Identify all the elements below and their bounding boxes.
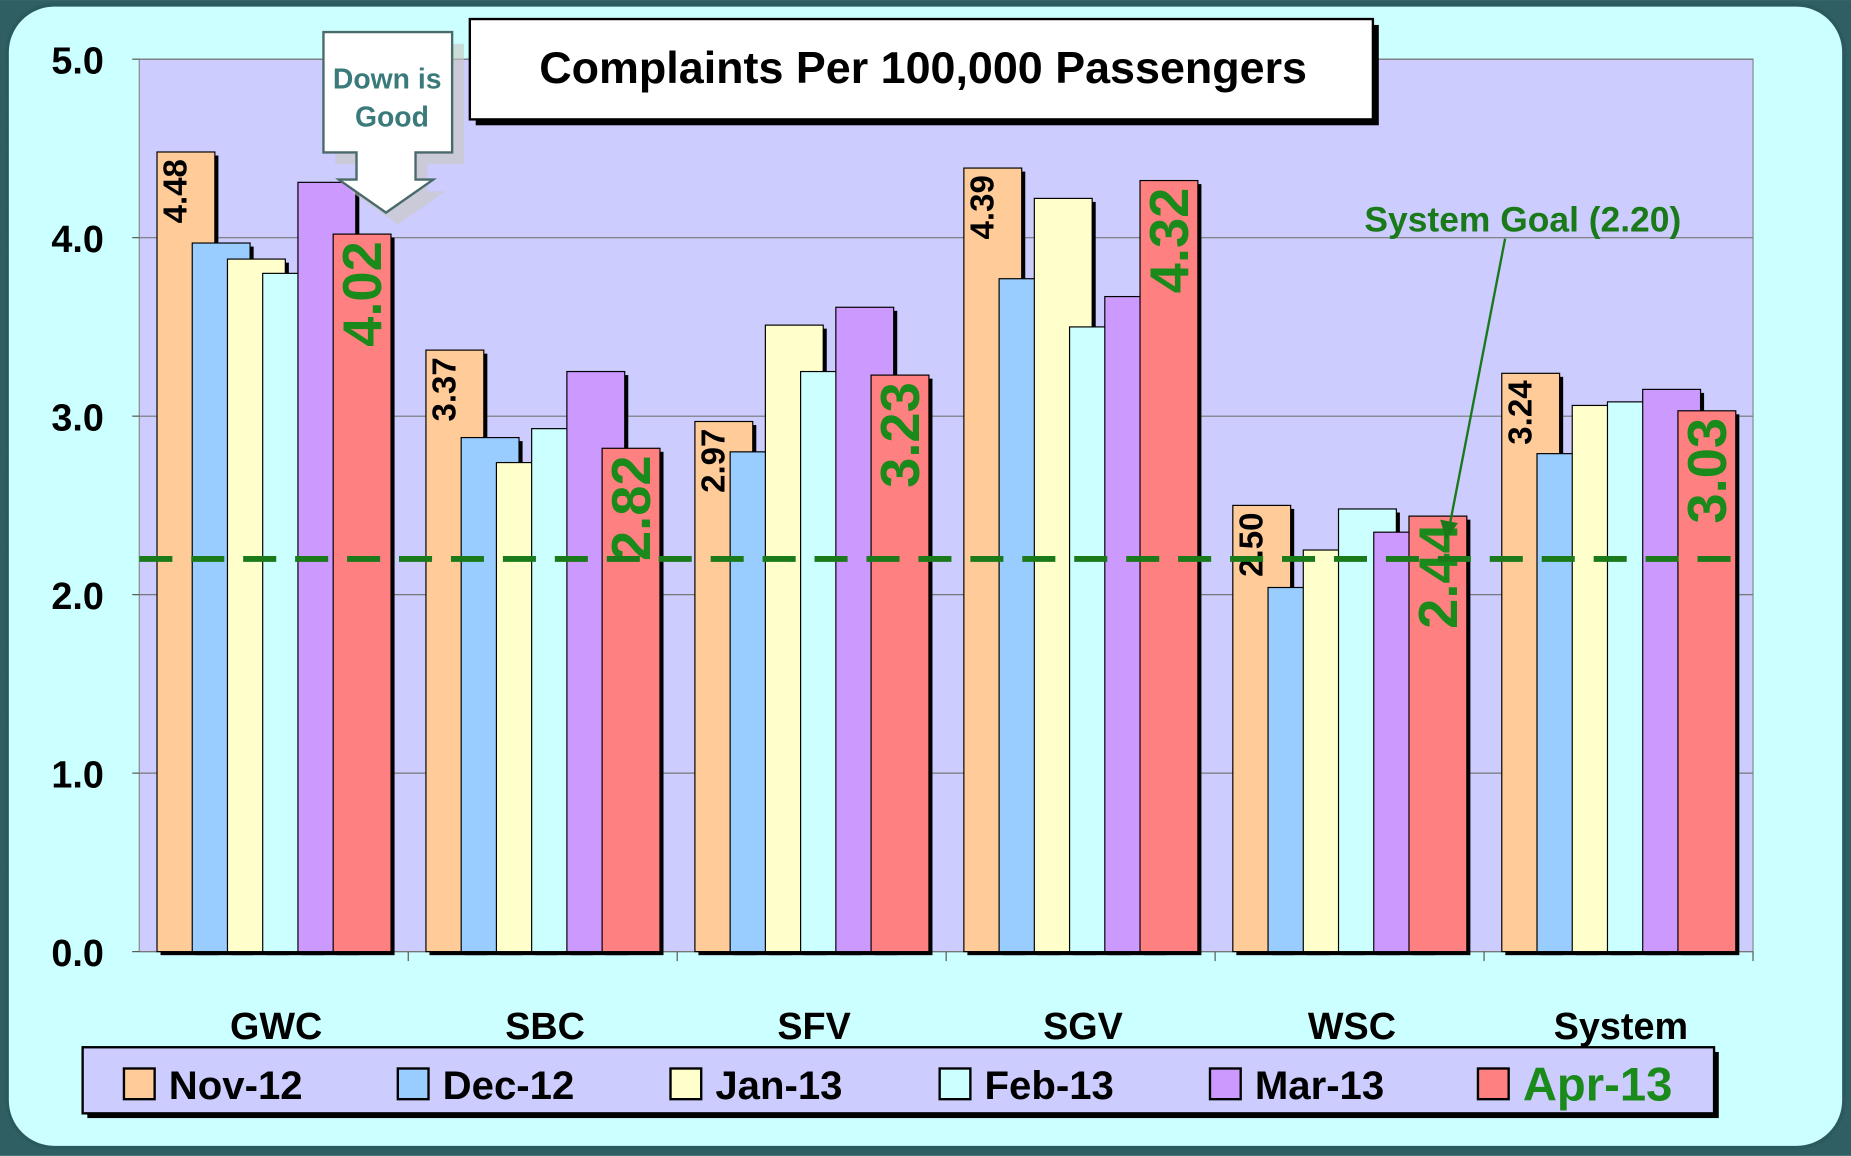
goal-arrow (1448, 238, 1507, 526)
bar (601, 447, 661, 953)
x-tick-label: WSC (1308, 1006, 1396, 1048)
legend-label: Dec-12 (443, 1063, 575, 1108)
y-tick-label: 2.0 (51, 576, 104, 618)
data-label: 2.97 (696, 429, 733, 493)
bar (1139, 179, 1199, 953)
x-tick-label: System (1554, 1006, 1688, 1048)
legend-swatch (396, 1067, 430, 1101)
title-box (468, 17, 1375, 121)
legend-swatch (1208, 1067, 1242, 1101)
bar (1677, 410, 1737, 953)
chart-title: Complaints Per 100,000 Passengers (539, 42, 1307, 93)
legend (81, 1046, 1716, 1115)
callout: Down is Good (322, 30, 464, 225)
y-tick-label: 4.0 (51, 219, 104, 261)
x-tick-label: SGV (1043, 1006, 1123, 1048)
legend-label: Apr-13 (1523, 1058, 1673, 1111)
data-label: 3.24 (1502, 380, 1539, 445)
y-tick-label: 0.0 (51, 933, 104, 975)
x-tick-label: SBC (505, 1006, 585, 1048)
bar (332, 233, 392, 953)
y-tick-label: 3.0 (51, 397, 104, 439)
data-label: 3.23 (870, 382, 931, 488)
legend-swatch (938, 1067, 972, 1101)
data-label: 4.32 (1139, 188, 1200, 294)
data-label: 4.48 (158, 159, 195, 223)
legend-label: Nov-12 (169, 1063, 303, 1108)
data-label: 3.37 (427, 357, 464, 421)
goal-label: System Goal (2.20) (1364, 200, 1681, 240)
data-label: 4.39 (964, 175, 1001, 239)
data-label: 2.50 (1233, 512, 1270, 576)
x-tick-label: GWC (230, 1006, 322, 1048)
legend-swatch (1476, 1067, 1510, 1101)
bar (870, 374, 930, 953)
legend-swatch (669, 1067, 703, 1101)
data-label: 2.44 (1408, 523, 1469, 629)
annotation: Good (355, 101, 429, 133)
data-label: 2.82 (601, 455, 662, 561)
goal-arrowhead (1440, 519, 1458, 540)
legend-label: Jan-13 (715, 1063, 842, 1108)
data-label: 4.02 (332, 241, 393, 347)
legend-label: Feb-13 (985, 1063, 1114, 1108)
bar (1408, 515, 1468, 953)
legend-label: Mar-13 (1255, 1063, 1384, 1108)
x-tick-label: SFV (777, 1006, 850, 1048)
data-label: 3.03 (1677, 418, 1738, 524)
y-tick-label: 1.0 (51, 754, 104, 796)
annotation: Down is (333, 64, 442, 96)
y-tick-label: 5.0 (51, 40, 104, 82)
legend-swatch (122, 1067, 156, 1101)
